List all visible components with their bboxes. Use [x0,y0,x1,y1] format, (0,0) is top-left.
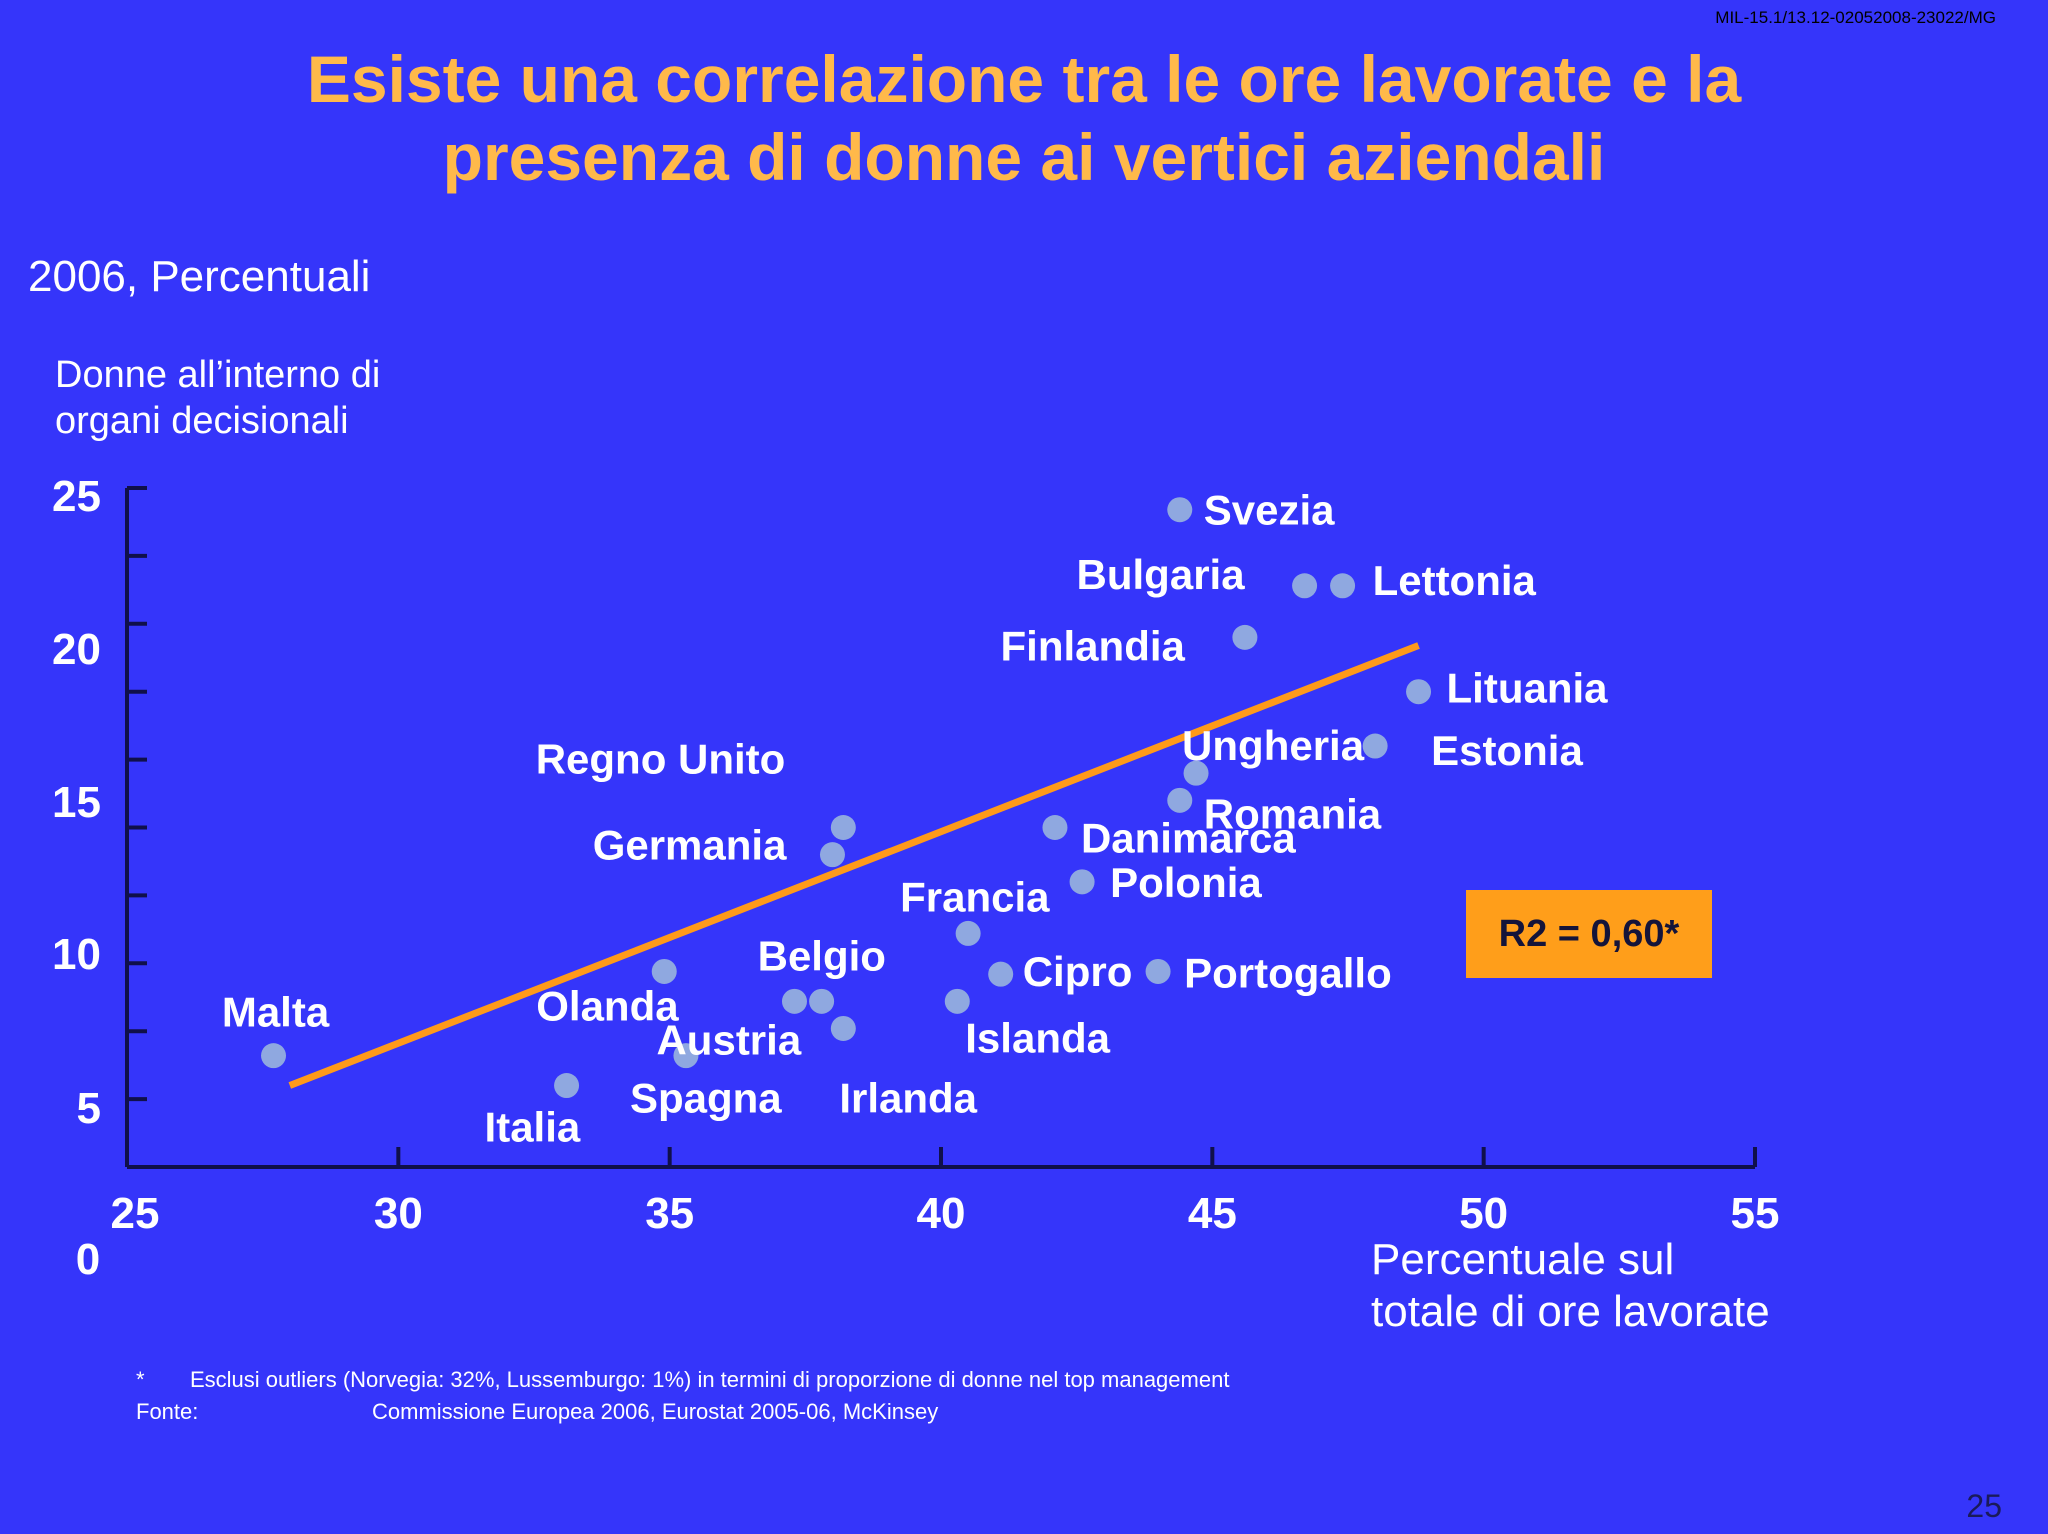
y-tick-label: 10 [52,930,101,979]
source-key: Fonte: [136,1399,199,1424]
data-point [819,842,845,868]
point-label: Malta [222,989,330,1036]
x-tick-label: 50 [1459,1189,1508,1238]
point-label: Francia [900,873,1050,920]
point-label: Olanda [536,982,679,1029]
y-tick-label: 15 [52,778,101,827]
data-point [261,1043,287,1069]
point-label: Bulgaria [1077,551,1246,598]
data-point [1362,733,1388,759]
point-label: Estonia [1431,727,1583,774]
x-axis-label-line-2: totale di ore lavorate [1371,1287,1770,1336]
r2-badge: R2 = 0,60* [1466,890,1712,978]
y-axis-label-line-2: organi decisionali [55,400,349,442]
footnotes: * Esclusi outliers (Norvegia: 32%, Lusse… [136,1364,1229,1428]
source-row: Fonte: Commissione Europea 2006, Eurosta… [136,1396,1229,1428]
title-line-1: Esiste una correlazione tra le ore lavor… [306,42,1742,116]
data-point [988,961,1014,987]
x-axis-label: Percentuale sul totale di ore lavorate [1371,1234,1831,1338]
footnote-text: Esclusi outliers (Norvegia: 32%, Lussemb… [190,1367,1230,1392]
data-point [554,1073,580,1099]
x-tick-label: 35 [645,1189,694,1238]
y-tick-label: 25 [52,472,101,521]
point-label: Danimarca [1081,815,1296,862]
point-label: Islanda [965,1014,1110,1061]
point-label: Austria [656,1016,801,1063]
data-point [1042,815,1068,840]
x-tick-label: 55 [1731,1189,1780,1238]
trendline [288,642,1420,1089]
page-number: 25 [1966,1488,2002,1524]
data-point [1406,679,1432,705]
data-point [1167,787,1193,813]
data-point [673,1043,699,1069]
y-tick-label: 5 [77,1084,101,1133]
point-label: Finlandia [1001,622,1186,669]
y-axis-label: Donne all’interno di organi decisionali [55,352,475,444]
point-labels-layer: Svezia Bulgaria Lettonia Finlandia Lituania E… [222,487,1608,1151]
data-point [1069,869,1095,895]
data-point [1167,497,1193,523]
point-label: Romania [1204,790,1382,837]
point-label: Regno Unito [536,736,786,783]
points-layer [261,497,1432,1099]
page-title: Esiste una correlazione tra le ore lavor… [0,40,2048,196]
data-point [1330,573,1356,599]
point-label: Polonia [1110,859,1262,906]
data-point [830,815,856,840]
x-tick-label: 45 [1188,1189,1237,1238]
data-point [1145,958,1171,984]
point-label: Irlanda [839,1074,977,1121]
x-tick-label: 25 [111,1189,160,1238]
point-label: Italia [485,1104,581,1151]
data-point [955,920,981,946]
point-label: Portogallo [1184,949,1392,996]
data-point [1183,760,1209,786]
point-label: Germania [593,822,787,869]
point-label: Lettonia [1373,557,1537,604]
footnote-key: * [136,1367,145,1392]
chart-subtitle: 2006, Percentuali [28,252,371,301]
point-label: Belgio [758,932,886,979]
data-point [830,1015,856,1041]
point-label: Lituania [1447,665,1609,712]
data-point [651,958,677,984]
data-point [1292,573,1318,599]
x-tick-label: 30 [374,1189,423,1238]
point-label: Cipro [1023,948,1133,995]
source-text: Commissione Europea 2006, Eurostat 2005-… [372,1399,939,1424]
document-id: MIL-15.1/13.12-02052008-23022/MG [1715,8,1996,27]
point-label: Svezia [1204,487,1335,534]
point-label: Ungheria [1182,722,1365,769]
y-axis-label-line-1: Donne all’interno di [55,354,381,396]
data-point [809,988,835,1014]
data-point [1232,624,1258,650]
trendline-layer [288,642,1420,1089]
x-tick-label: 40 [917,1189,966,1238]
data-point [781,988,807,1014]
footnote-row: * Esclusi outliers (Norvegia: 32%, Lusse… [136,1364,1229,1396]
origin-label: 0 [76,1235,100,1284]
x-axis-label-line-1: Percentuale sul [1371,1235,1675,1284]
chart-axes: 5 10 15 20 25 25 30 35 40 45 50 55 0 [52,472,1779,1284]
title-line-2: presenza di donne ai vertici aziendali [442,120,1606,194]
y-tick-label: 20 [52,625,101,674]
point-label: Spagna [630,1075,782,1122]
data-point [944,988,970,1014]
